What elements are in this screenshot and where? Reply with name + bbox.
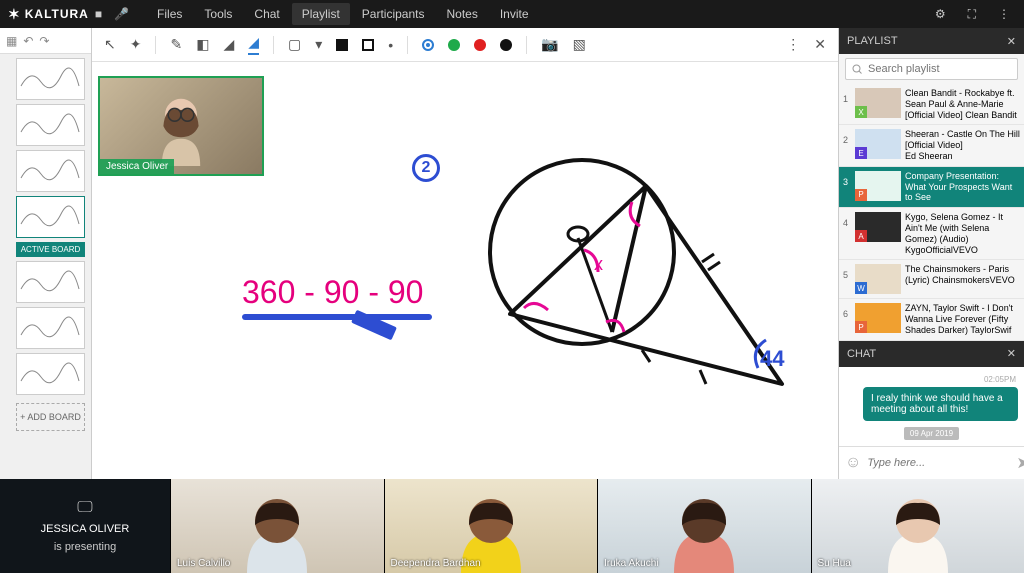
playlist-title: PLAYLIST — [847, 35, 898, 47]
presenter-pip[interactable]: Jessica Oliver — [98, 76, 264, 176]
main-menu: FilesToolsChatPlaylistParticipantsNotesI… — [147, 3, 538, 25]
shape-rect-icon[interactable]: ▢ — [288, 36, 301, 53]
participant-name: Iruka Akuchi — [604, 558, 658, 569]
chat-input[interactable] — [867, 457, 1010, 469]
pointer-tool-icon[interactable]: ↖ — [104, 36, 116, 53]
close-toolbar-icon[interactable]: ✕ — [814, 36, 826, 53]
presenter-name: JESSICA OLIVER — [41, 523, 130, 535]
chat-title: CHAT — [847, 348, 876, 360]
highlighter-tool-icon[interactable]: ◢ — [223, 36, 234, 53]
equation-underline — [242, 314, 432, 320]
right-column: PLAYLIST ✕ 1XClean Bandit - Rockabye ft.… — [838, 28, 1024, 479]
marker-tool-icon[interactable]: ◢ — [248, 34, 259, 55]
board-thumb[interactable] — [16, 104, 85, 146]
menu-item-chat[interactable]: Chat — [244, 3, 289, 25]
close-icon[interactable]: ✕ — [1007, 35, 1016, 48]
participants-strip: 🖵 JESSICA OLIVER is presenting Luis Calv… — [0, 479, 1024, 573]
playlist-header: PLAYLIST ✕ — [839, 28, 1024, 54]
equation-text: 360 - 90 - 90 — [242, 274, 423, 311]
participant-name: Deependra Bardhan — [391, 558, 481, 569]
add-board-button[interactable]: + ADD BOARD — [16, 403, 85, 431]
image-tool-icon[interactable]: ▧ — [573, 36, 586, 53]
logo-icon: ✶ — [8, 6, 21, 23]
brand-text: KALTURA — [25, 7, 89, 21]
whiteboard-canvas[interactable]: Jessica Oliver 360 - 90 - 90 2 — [92, 62, 838, 479]
more-icon[interactable]: ⋮ — [992, 7, 1016, 21]
message-text: I realy think we should have a meeting a… — [871, 393, 1003, 415]
color-red[interactable] — [474, 39, 486, 51]
chat-header: CHAT ✕ — [839, 341, 1024, 367]
problem-number-badge: 2 — [412, 154, 440, 182]
chat-panel: 02:05PM I realy think we should have a m… — [839, 367, 1024, 479]
chat-input-bar: ☺ ➤ — [839, 446, 1024, 479]
color-black-square[interactable] — [336, 39, 348, 51]
top-bar: ✶ KALTURA ■ 🎤 FilesToolsChatPlaylistPart… — [0, 0, 1024, 28]
participant-tile[interactable]: Su Hua — [811, 479, 1024, 573]
board-thumb[interactable] — [16, 58, 85, 100]
playlist-item[interactable]: 5WThe Chainsmokers - Paris (Lyric) Chain… — [839, 260, 1024, 299]
playlist-item[interactable]: 6PZAYN, Taylor Swift - I Don't Wanna Liv… — [839, 299, 1024, 340]
menu-item-tools[interactable]: Tools — [194, 3, 242, 25]
playlist-item[interactable]: 4AKygo, Selena Gomez - It Ain't Me (with… — [839, 208, 1024, 260]
camera-icon[interactable]: ■ — [89, 7, 108, 21]
chat-date-chip: 09 Apr 2019 — [904, 427, 959, 440]
size-dot-icon[interactable]: • — [388, 37, 393, 53]
whiteboard-toolbar: ↖ ✦ ✎ ◧ ◢ ◢ ▢ ▾ • 📷 ▧ ⋮ ✕ — [92, 28, 838, 62]
close-icon[interactable]: ✕ — [1007, 347, 1016, 360]
board-thumb[interactable] — [16, 307, 85, 349]
participant-tile[interactable]: Deependra Bardhan — [384, 479, 598, 573]
menu-item-invite[interactable]: Invite — [490, 3, 539, 25]
color-green[interactable] — [448, 39, 460, 51]
presenter-status: is presenting — [54, 541, 116, 553]
chat-outgoing-message: 02:05PM I realy think we should have a m… — [863, 387, 1018, 421]
brand-logo: ✶ KALTURA — [8, 6, 89, 23]
playlist-item[interactable]: 2ESheeran - Castle On The Hill [Official… — [839, 125, 1024, 166]
color-blue[interactable] — [422, 39, 434, 51]
playlist-list: 1XClean Bandit - Rockabye ft. Sean Paul … — [839, 84, 1024, 341]
pen-tool-icon[interactable]: ✎ — [170, 36, 182, 53]
active-board-label: ACTIVE BOARD — [16, 242, 85, 257]
menu-item-files[interactable]: Files — [147, 3, 192, 25]
presenter-tile: 🖵 JESSICA OLIVER is presenting — [0, 479, 170, 573]
svg-text:x: x — [594, 254, 603, 274]
redo-icon[interactable]: ↷ — [39, 34, 49, 48]
whiteboard-area: ↖ ✦ ✎ ◧ ◢ ◢ ▢ ▾ • 📷 ▧ ⋮ ✕ — [92, 28, 838, 479]
playlist-item[interactable]: 3PCompany Presentation: What Your Prospe… — [839, 167, 1024, 208]
participant-name: Su Hua — [818, 558, 851, 569]
menu-item-participants[interactable]: Participants — [352, 3, 435, 25]
menu-item-playlist[interactable]: Playlist — [292, 3, 350, 25]
color-black[interactable] — [500, 39, 512, 51]
camera-tool-icon[interactable]: 📷 — [541, 36, 558, 53]
board-thumb[interactable] — [16, 261, 85, 303]
eraser-tool-icon[interactable]: ◧ — [196, 36, 209, 53]
board-thumb[interactable] — [16, 196, 85, 238]
mic-icon[interactable]: 🎤 — [108, 7, 135, 21]
chevron-down-icon[interactable]: ▾ — [315, 36, 322, 53]
angle-value: 44 — [760, 346, 785, 371]
participant-name: Luis Calvillo — [177, 558, 230, 569]
menu-item-notes[interactable]: Notes — [436, 3, 487, 25]
magic-tool-icon[interactable]: ✦ — [130, 36, 142, 53]
participant-tile[interactable]: Luis Calvillo — [170, 479, 384, 573]
board-grid-icon[interactable]: ▦ — [6, 34, 17, 48]
board-thumb[interactable] — [16, 150, 85, 192]
message-time: 02:05PM — [984, 375, 1016, 384]
geometry-drawing: x 44 — [482, 132, 842, 422]
boards-toolbar: ▦ ↶ ↷ — [0, 28, 91, 54]
playlist-search-input[interactable] — [845, 58, 1018, 80]
settings-icon[interactable]: ⚙ — [929, 7, 952, 21]
playlist-item[interactable]: 1XClean Bandit - Rockabye ft. Sean Paul … — [839, 84, 1024, 125]
boards-panel: ▦ ↶ ↷ 1234ACTIVE BOARD567 + ADD BOARD — [0, 28, 92, 479]
toolbar-more-icon[interactable]: ⋮ — [786, 36, 800, 53]
screen-share-icon: 🖵 — [77, 499, 92, 517]
undo-icon[interactable]: ↶ — [23, 34, 33, 48]
fullscreen-icon[interactable]: ⛶ — [962, 7, 982, 22]
send-icon[interactable]: ➤ — [1016, 453, 1024, 473]
color-outline-square[interactable] — [362, 39, 374, 51]
participant-tile[interactable]: Iruka Akuchi — [597, 479, 811, 573]
emoji-icon[interactable]: ☺ — [845, 454, 861, 472]
pip-name-label: Jessica Oliver — [100, 159, 174, 174]
board-thumb[interactable] — [16, 353, 85, 395]
